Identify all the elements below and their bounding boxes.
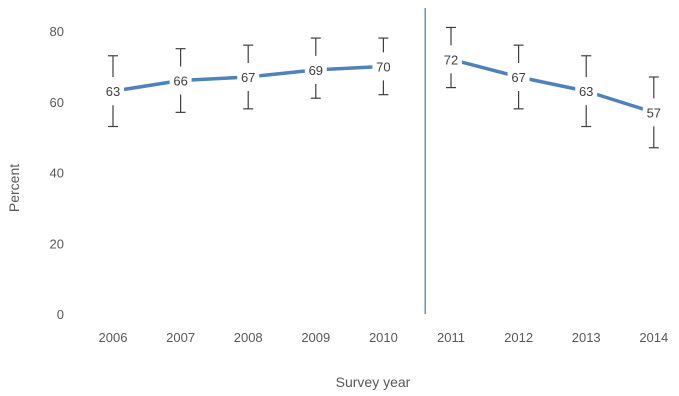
data-label: 63 [106,84,120,99]
x-tick-label: 2010 [369,330,398,345]
x-tick-label: 2014 [639,330,668,345]
data-label-background [372,57,395,76]
x-tick-label: 2013 [572,330,601,345]
y-tick-label: 40 [50,166,64,181]
x-tick-label: 2007 [166,330,195,345]
data-label: 66 [173,74,187,89]
y-tick-label: 80 [50,24,64,39]
y-tick-label: 0 [57,307,64,322]
data-label-background [237,67,260,86]
data-label: 72 [444,52,458,67]
data-label-background [169,71,192,90]
data-label: 67 [511,70,525,85]
x-axis-title: Survey year [336,374,411,390]
data-label: 70 [376,59,390,74]
data-label-background [440,50,462,69]
data-label: 67 [241,70,255,85]
y-axis-title: Percent [6,164,22,212]
data-label-background [304,60,327,79]
data-label-background [507,67,530,86]
x-tick-label: 2011 [437,330,465,345]
series-line-segment [449,57,656,115]
y-axis: 0 20 40 60 80 [50,24,64,322]
x-tick-label: 2008 [234,330,263,345]
data-label: 63 [579,84,593,99]
y-tick-label: 20 [50,236,64,251]
data-label: 69 [309,63,323,78]
y-tick-label: 60 [50,95,64,110]
x-axis: 2006 2007 2008 2009 2010 2011 2012 2013 2014 [99,330,669,345]
data-label-background [575,82,598,101]
x-tick-label: 2009 [301,330,330,345]
data-labels: 63 66 67 69 70 72 67 63 57 [102,50,665,122]
x-tick-label: 2006 [99,330,128,345]
x-tick-label: 2012 [504,330,533,345]
data-label-background [642,103,665,122]
data-label-background [102,82,124,101]
error-bars [108,26,659,149]
data-label: 57 [647,105,661,120]
